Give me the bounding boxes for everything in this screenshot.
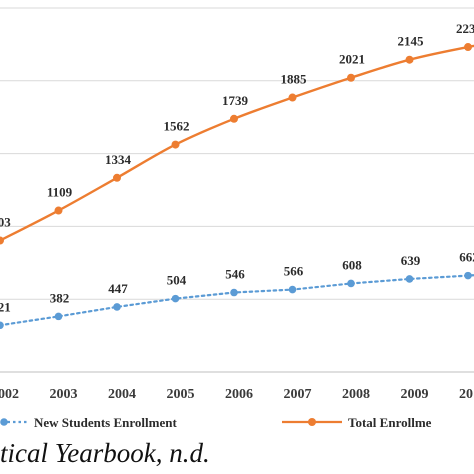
data-point <box>171 140 180 149</box>
legend: New Students Enrollment Total Enrollme <box>0 415 432 430</box>
data-label: 546 <box>225 267 245 282</box>
data-point <box>464 43 472 52</box>
series-new-students-enrollment: 3213824475045465666086396626 <box>0 250 474 330</box>
data-point <box>230 114 238 123</box>
data-label: 447 <box>108 281 128 296</box>
data-label: 566 <box>284 264 304 279</box>
figure-caption: istical Yearbook, n.d. <box>0 438 210 468</box>
data-label: 639 <box>401 253 421 268</box>
data-label: 382 <box>50 290 70 305</box>
data-label: 1109 <box>47 185 73 200</box>
data-label: 1562 <box>164 119 190 134</box>
legend-label-new-students: New Students Enrollment <box>34 415 177 430</box>
data-label: 1739 <box>222 93 249 108</box>
data-point <box>405 275 414 283</box>
data-label: 504 <box>167 273 187 288</box>
data-label: 2145 <box>398 34 425 49</box>
data-label: 608 <box>342 257 362 272</box>
gridlines <box>0 7 474 373</box>
legend-label-total: Total Enrollme <box>348 415 432 430</box>
x-tick-label: 2005 <box>167 387 195 402</box>
x-tick-label: 2007 <box>284 387 312 402</box>
data-point <box>113 173 121 182</box>
data-point <box>347 73 355 82</box>
x-tick-label: 2003 <box>50 387 78 402</box>
data-label: 321 <box>0 299 11 314</box>
data-label: 1885 <box>281 72 308 87</box>
data-point <box>464 271 472 280</box>
x-tick-label: 2004 <box>108 387 136 402</box>
data-label: 903 <box>0 215 11 230</box>
data-point <box>347 279 355 288</box>
data-label: 662 <box>459 250 474 265</box>
legend-marker-new-students <box>0 418 8 426</box>
data-point <box>54 206 63 215</box>
data-point <box>171 294 180 303</box>
data-point <box>0 321 4 330</box>
data-point <box>0 236 4 245</box>
x-tick-label: 2009 <box>401 387 429 402</box>
x-tick-label: 2010 <box>459 387 474 402</box>
data-label: 2232 <box>456 21 474 36</box>
data-label: 1334 <box>105 152 132 167</box>
data-point <box>288 285 297 294</box>
series-total-enrollment: 903110913341562173918852021214522322 <box>0 21 474 245</box>
series-line <box>0 44 474 242</box>
legend-marker-total <box>308 418 316 426</box>
data-point <box>54 312 63 321</box>
data-point <box>230 288 238 297</box>
x-tick-label: 2006 <box>225 387 253 402</box>
data-point <box>405 55 414 64</box>
series-line <box>0 274 474 327</box>
x-tick-label: 2008 <box>342 387 370 402</box>
data-label: 2021 <box>339 52 365 67</box>
x-tick-label: 2002 <box>0 387 19 402</box>
data-point <box>288 93 297 102</box>
data-point <box>113 303 121 311</box>
x-axis-tick-labels: 2002200320042005200620072008200920102011 <box>0 387 474 402</box>
